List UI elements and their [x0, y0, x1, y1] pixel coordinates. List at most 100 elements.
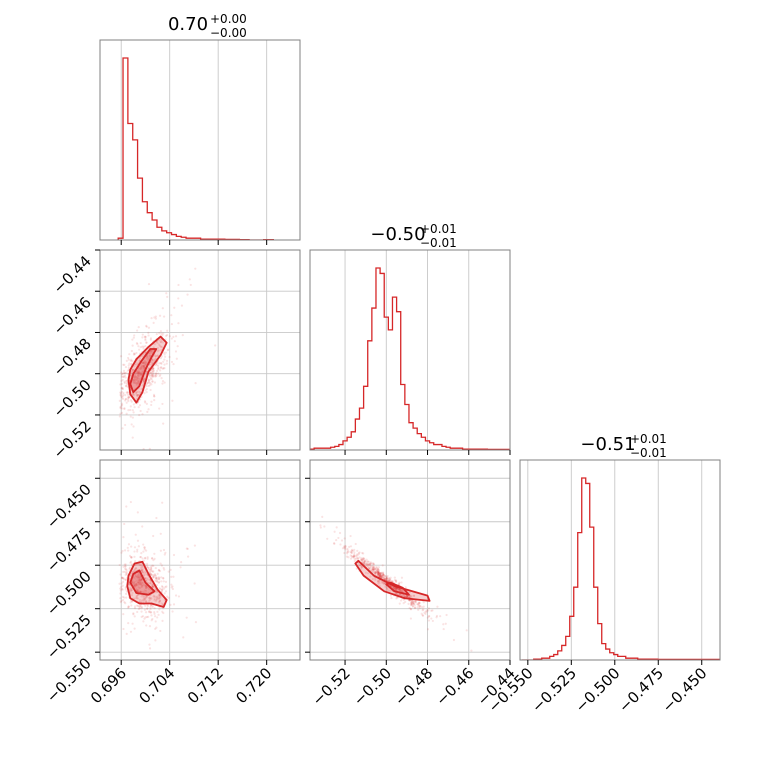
sample-point — [129, 601, 132, 604]
sample-point — [154, 354, 157, 358]
sample-point — [387, 579, 390, 582]
sample-point — [120, 390, 124, 393]
sample-point — [379, 572, 382, 575]
sample-point — [137, 382, 140, 385]
sample-point — [391, 580, 394, 583]
sample-point — [379, 571, 383, 575]
sample-point — [425, 609, 429, 612]
sample-point — [158, 374, 161, 378]
sample-point — [143, 548, 146, 551]
sample-point — [154, 375, 157, 378]
sample-point — [147, 566, 150, 569]
sample-point — [150, 370, 154, 374]
sample-point — [409, 603, 413, 607]
sample-point — [353, 551, 356, 554]
sample-point — [397, 582, 400, 585]
sample-point — [387, 579, 391, 582]
sample-point — [149, 604, 153, 607]
sample-point — [162, 332, 165, 335]
sample-point — [361, 558, 365, 562]
sample-point — [382, 573, 385, 576]
sample-point — [125, 391, 128, 394]
sample-point — [422, 601, 425, 604]
x-tick-label: 0.712 — [184, 664, 227, 707]
sample-point — [124, 376, 127, 379]
y-tick-label: −0.44 — [50, 252, 95, 297]
sample-point — [404, 586, 407, 589]
sample-point — [381, 575, 384, 578]
sample-point — [401, 589, 404, 592]
sample-point — [136, 576, 139, 579]
sample-point — [136, 575, 139, 579]
sample-point — [141, 568, 144, 571]
sample-point — [121, 427, 124, 430]
sample-point — [142, 550, 145, 553]
sample-point — [406, 595, 409, 598]
sample-point — [153, 381, 157, 384]
sample-point — [165, 292, 168, 295]
sample-point — [153, 375, 156, 378]
sample-point — [127, 399, 130, 403]
sample-point — [148, 596, 151, 599]
sample-point — [419, 605, 422, 608]
sample-point — [152, 367, 155, 370]
sample-point — [142, 599, 145, 603]
contour-level-1 — [129, 569, 156, 596]
sample-point — [414, 599, 417, 603]
sample-point — [140, 584, 143, 587]
sample-point — [132, 368, 135, 372]
sample-point — [134, 586, 137, 589]
sample-point — [119, 412, 122, 415]
sample-point — [377, 573, 380, 576]
sample-point — [399, 588, 402, 591]
sample-point — [130, 563, 134, 566]
sample-point — [157, 367, 160, 371]
sample-point — [346, 549, 349, 552]
sample-point — [367, 560, 370, 563]
sample-point — [128, 583, 131, 586]
sample-point — [133, 375, 136, 378]
sample-point — [133, 380, 136, 383]
sample-point — [156, 572, 159, 575]
sample-point — [132, 581, 136, 584]
sample-point — [398, 588, 401, 591]
sample-point — [138, 577, 141, 580]
sample-point — [400, 576, 404, 579]
sample-point — [148, 610, 151, 614]
sample-point — [124, 394, 127, 397]
sample-point — [162, 566, 165, 570]
sample-point — [398, 593, 402, 596]
sample-point — [141, 367, 144, 370]
sample-point — [138, 413, 141, 417]
sample-point — [139, 579, 143, 582]
sample-point — [385, 576, 388, 579]
sample-point — [135, 378, 139, 381]
sample-point — [150, 567, 153, 571]
sample-point — [465, 629, 468, 632]
sample-point — [162, 422, 165, 425]
sample-point — [374, 578, 377, 581]
sample-point — [137, 326, 140, 329]
sample-point — [138, 370, 141, 374]
sample-point — [128, 353, 131, 356]
sample-point — [143, 583, 146, 586]
x-tick-label: 0.704 — [135, 664, 178, 707]
sample-point — [140, 610, 143, 613]
panel-frame — [99, 39, 301, 241]
sample-point — [155, 374, 158, 377]
sample-point — [127, 409, 130, 412]
sample-point — [418, 602, 421, 605]
sample-point — [123, 522, 126, 526]
sample-point — [151, 367, 155, 371]
sample-point — [137, 394, 140, 397]
sample-point — [148, 374, 151, 377]
sample-point — [158, 601, 161, 604]
sample-point — [156, 616, 159, 619]
sample-point — [163, 568, 166, 571]
sample-point — [365, 563, 368, 567]
sample-point — [155, 369, 159, 373]
sample-point — [389, 589, 392, 592]
sample-point — [137, 607, 140, 611]
sample-point — [397, 583, 401, 586]
sample-point — [148, 599, 151, 602]
